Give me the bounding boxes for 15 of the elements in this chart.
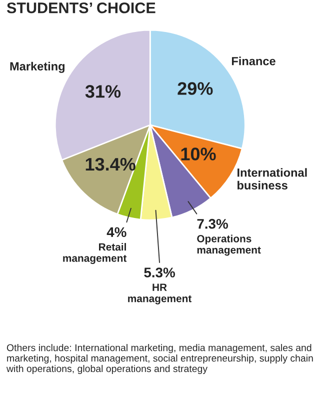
slice-label: Operations management	[197, 234, 261, 256]
slice-label: International business	[238, 168, 307, 190]
data-label: 31%	[85, 85, 121, 98]
data-label: 4%	[106, 227, 126, 238]
slice-label: Finance	[232, 56, 276, 66]
slice-label: Retail management	[63, 243, 127, 264]
chart-title: STUDENTS’ CHOICE	[6, 2, 156, 14]
data-label: 10%	[181, 148, 216, 160]
data-label: 13.4%	[86, 158, 136, 171]
slice-label: Marketing	[10, 62, 64, 73]
data-label: 5.3%	[144, 268, 175, 278]
text: Others include: International marketing, media management, sales and marketing, hospital management, social entrepreneurship, supply chain with operations, global operations and strategy	[6, 344, 313, 374]
data-label: 7.3%	[197, 218, 228, 229]
data-label: 29%	[178, 82, 213, 95]
slice-label: HR management	[128, 284, 192, 304]
